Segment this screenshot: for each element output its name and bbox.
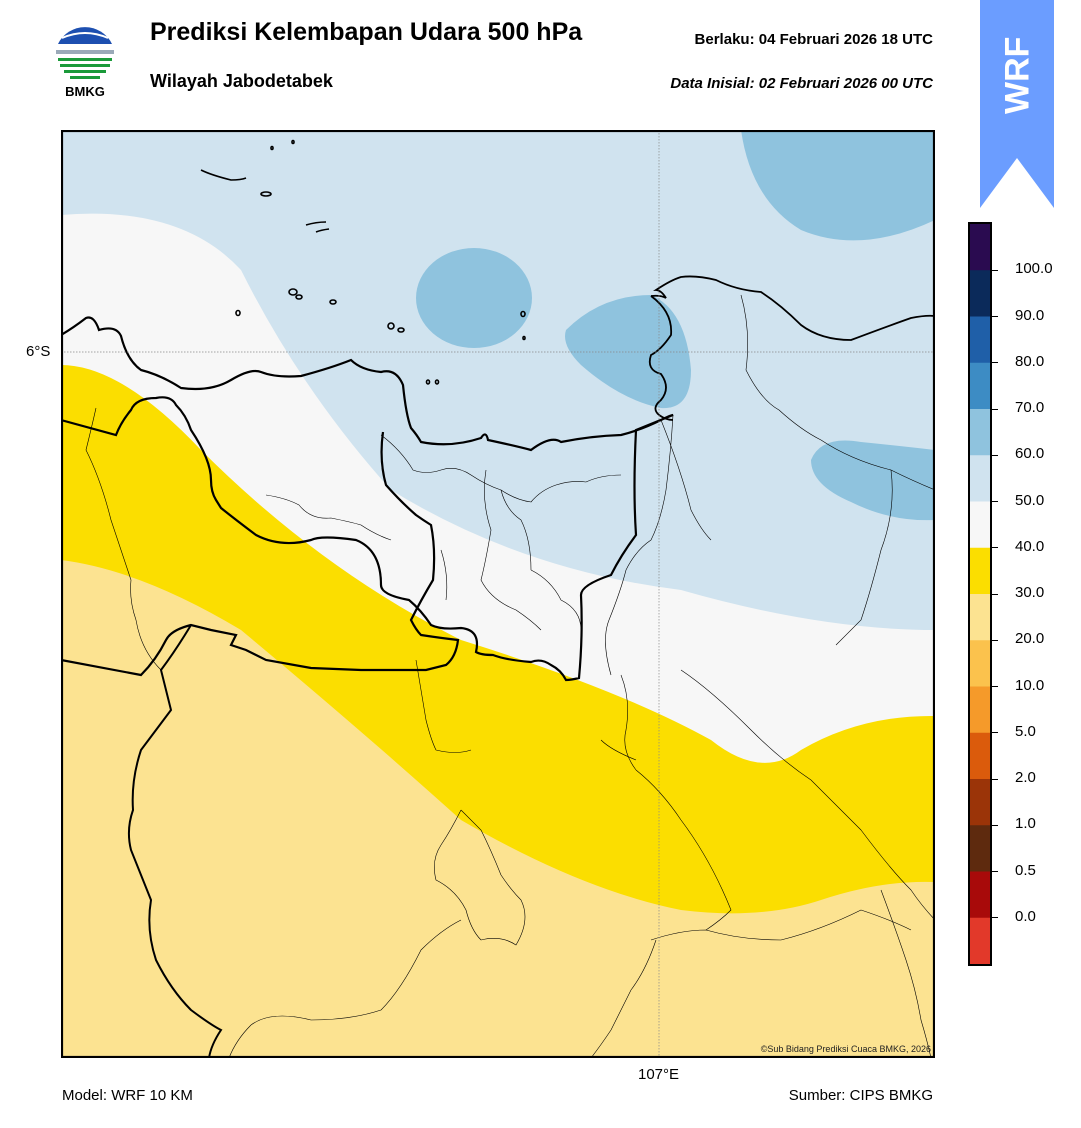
colorbar-tick (992, 639, 998, 641)
province-boundary-west (61, 431, 460, 677)
wrf-badge-label: WRF (998, 36, 1037, 114)
province-boundary-south (127, 624, 223, 1058)
colorbar-tick (992, 593, 998, 595)
logo-text: BMKG (65, 84, 105, 99)
colorbar-tick (992, 778, 998, 780)
colorbar-tick-label: 20.0 (1015, 630, 1045, 648)
colorbar-tick-label: 1.0 (1015, 815, 1036, 833)
humidity-patch-north-east (741, 130, 935, 241)
coastline-east (650, 275, 935, 341)
colorbar-tick-label: 10.0 (1015, 676, 1045, 694)
wrf-badge (980, 0, 1054, 208)
colorbar-tick-label: 0.5 (1015, 861, 1036, 879)
init-time: Data Inisial: 02 Februari 2026 00 UTC (670, 75, 933, 92)
colorbar-tick (992, 454, 998, 456)
colorbar-segment (970, 917, 990, 965)
colorbar-tick-label: 70.0 (1015, 399, 1045, 416)
colorbar-tick (992, 732, 998, 734)
colorbar-segment (970, 732, 990, 780)
colorbar-segment (970, 455, 990, 502)
source-label: Sumber: CIPS BMKG (788, 1087, 933, 1104)
page-subtitle: Wilayah Jabodetabek (150, 71, 333, 91)
colorbar-segment (970, 779, 990, 826)
colorbar-tick (992, 547, 998, 549)
colorbar-tick-label: 2.0 (1015, 769, 1036, 786)
colorbar (968, 222, 992, 966)
colorbar-segment (970, 640, 990, 687)
humidity-patch-east (811, 440, 935, 521)
colorbar-tick-label: 80.0 (1015, 352, 1045, 370)
colorbar-tick-label: 30.0 (1015, 584, 1045, 601)
colorbar-tick (992, 917, 998, 919)
district-boundaries (85, 294, 935, 1058)
colorbar-segment (970, 362, 990, 410)
colorbar-tick-label: 50.0 (1015, 491, 1045, 509)
colorbar-segment (970, 409, 990, 456)
colorbar-segment (970, 224, 990, 271)
colorbar-tick (992, 686, 998, 687)
colorbar-segment (970, 871, 990, 919)
humidity-patch-coast (565, 295, 691, 409)
colorbar-segment (970, 825, 990, 872)
humidity-patch-north-center (416, 248, 532, 348)
colorbar-segment (970, 270, 990, 317)
colorbar-segment (970, 686, 990, 734)
valid-time: Berlaku: 04 Februari 2026 18 UTC (694, 31, 933, 48)
thousand-islands (200, 139, 526, 385)
colorbar-tick (992, 408, 998, 410)
colorbar-segment (970, 547, 990, 595)
humidity-map (60, 129, 936, 1059)
colorbar-tick-label: 60.0 (1015, 445, 1045, 463)
colorbar-tick-label: 100.0 (1015, 260, 1053, 278)
copyright-text: ©Sub Bidang Prediksi Cuaca BMKG, 2026 (760, 1044, 931, 1054)
lat-tick-label: 6°S (26, 343, 51, 360)
bmkg-logo (52, 20, 118, 102)
colorbar-segment (970, 501, 990, 549)
colorbar-tick-label: 40.0 (1015, 537, 1045, 555)
province-boundary (61, 316, 674, 682)
colorbar-tick (992, 501, 998, 502)
colorbar-tick (992, 316, 998, 317)
colorbar-tick (992, 871, 998, 872)
humidity-band-20-30 (61, 560, 935, 1058)
colorbar-tick (992, 362, 998, 364)
colorbar-tick (992, 269, 998, 271)
colorbar-tick-label: 90.0 (1015, 306, 1045, 324)
lon-tick-label: 107°E (638, 1066, 680, 1083)
model-label: Model: WRF 10 KM (62, 1087, 193, 1104)
colorbar-tick-label: 0.0 (1015, 907, 1036, 925)
colorbar-segment (970, 594, 990, 641)
colorbar-segment (970, 316, 990, 364)
page-title: Prediksi Kelembapan Udara 500 hPa (150, 18, 583, 46)
colorbar-tick-label: 5.0 (1015, 722, 1036, 740)
colorbar-tick (992, 824, 998, 826)
